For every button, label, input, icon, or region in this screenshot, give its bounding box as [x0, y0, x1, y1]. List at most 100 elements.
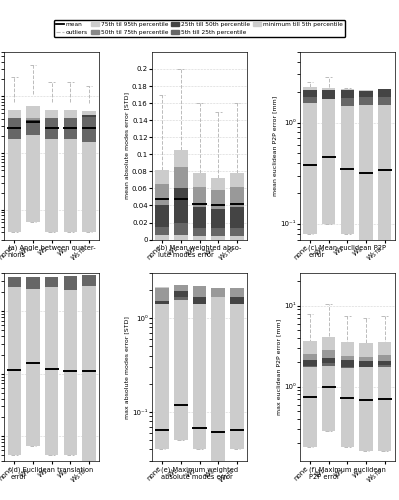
Bar [359, 343, 373, 383]
Bar [322, 366, 335, 432]
Bar [341, 356, 354, 399]
Text: (b) Mean weighted abso-
lute modes error: (b) Mean weighted abso- lute modes error [158, 244, 241, 258]
Bar [193, 286, 206, 405]
Bar [359, 90, 373, 149]
Bar [211, 209, 225, 229]
Bar [64, 118, 77, 218]
Bar [155, 288, 169, 408]
Bar [174, 285, 188, 380]
Bar [174, 291, 188, 405]
Bar [303, 366, 317, 432]
Bar [211, 289, 225, 380]
Bar [303, 342, 317, 378]
Bar [45, 110, 58, 128]
Y-axis label: mean absolute modes error [STD]: mean absolute modes error [STD] [124, 92, 129, 199]
Bar [26, 120, 40, 174]
Bar [230, 304, 244, 450]
Bar [230, 304, 244, 436]
Bar [64, 291, 77, 375]
Bar [26, 121, 40, 206]
Bar [378, 90, 391, 148]
Y-axis label: max absolute modes error [STD]: max absolute modes error [STD] [124, 316, 129, 418]
Bar [155, 288, 169, 380]
Bar [8, 288, 21, 397]
Bar [303, 90, 317, 194]
Bar [155, 304, 169, 436]
Bar [211, 190, 225, 209]
Bar [341, 367, 354, 432]
Bar [341, 90, 354, 146]
Bar [193, 297, 206, 424]
Bar [155, 227, 169, 235]
Text: (f) Maximum euclidean
P2P error: (f) Maximum euclidean P2P error [309, 466, 386, 479]
Bar [174, 150, 188, 167]
Bar [8, 288, 21, 455]
Bar [82, 291, 96, 375]
Bar [82, 288, 96, 356]
Bar [174, 222, 188, 235]
Bar [359, 92, 373, 173]
Bar [303, 88, 317, 144]
Bar [230, 290, 244, 376]
Bar [193, 304, 206, 450]
Bar [26, 118, 40, 144]
Bar [193, 304, 206, 436]
Bar [8, 121, 21, 150]
Bar [82, 142, 96, 233]
Bar [82, 286, 96, 461]
Bar [26, 288, 40, 446]
Bar [26, 135, 40, 222]
Bar [64, 290, 77, 455]
Bar [8, 288, 21, 356]
Bar [378, 92, 391, 170]
Bar [8, 291, 21, 375]
Bar [341, 90, 354, 198]
Bar [341, 106, 354, 234]
Bar [211, 178, 225, 190]
Bar [230, 228, 244, 236]
Legend: mean, outliers, 75th til 95th percentile, 50th til 75th percentile, 25th till 50: mean, outliers, 75th til 95th percentile… [53, 20, 346, 38]
Bar [82, 121, 96, 150]
Bar [193, 207, 206, 228]
Bar [64, 121, 77, 150]
Bar [341, 368, 354, 447]
Bar [174, 297, 188, 424]
Bar [82, 118, 96, 222]
Bar [378, 365, 391, 436]
Bar [193, 228, 206, 236]
Bar [211, 228, 225, 236]
Bar [211, 288, 225, 408]
Bar [211, 296, 225, 461]
Bar [193, 173, 206, 186]
Bar [82, 115, 96, 187]
Bar [8, 110, 21, 128]
Bar [230, 186, 244, 207]
Bar [45, 138, 58, 232]
Bar [64, 118, 77, 184]
Bar [359, 91, 373, 200]
Text: (e) Maximum weighted
absolute modes error: (e) Maximum weighted absolute modes erro… [161, 466, 238, 479]
Bar [378, 88, 391, 200]
Bar [155, 300, 169, 424]
Bar [359, 97, 373, 224]
Bar [45, 291, 58, 374]
Bar [341, 98, 354, 220]
Bar [322, 99, 335, 203]
Bar [45, 287, 58, 397]
Bar [45, 121, 58, 150]
Bar [303, 354, 317, 398]
Bar [155, 206, 169, 227]
Bar [155, 236, 169, 240]
Bar [26, 287, 40, 390]
Bar [26, 288, 40, 348]
Bar [378, 360, 391, 419]
Bar [8, 118, 21, 184]
Bar [26, 278, 40, 424]
Bar [8, 138, 21, 232]
Bar [174, 167, 188, 188]
Bar [211, 297, 225, 428]
Bar [45, 288, 58, 455]
Bar [64, 288, 77, 356]
Bar [303, 97, 317, 216]
Bar [378, 355, 391, 400]
